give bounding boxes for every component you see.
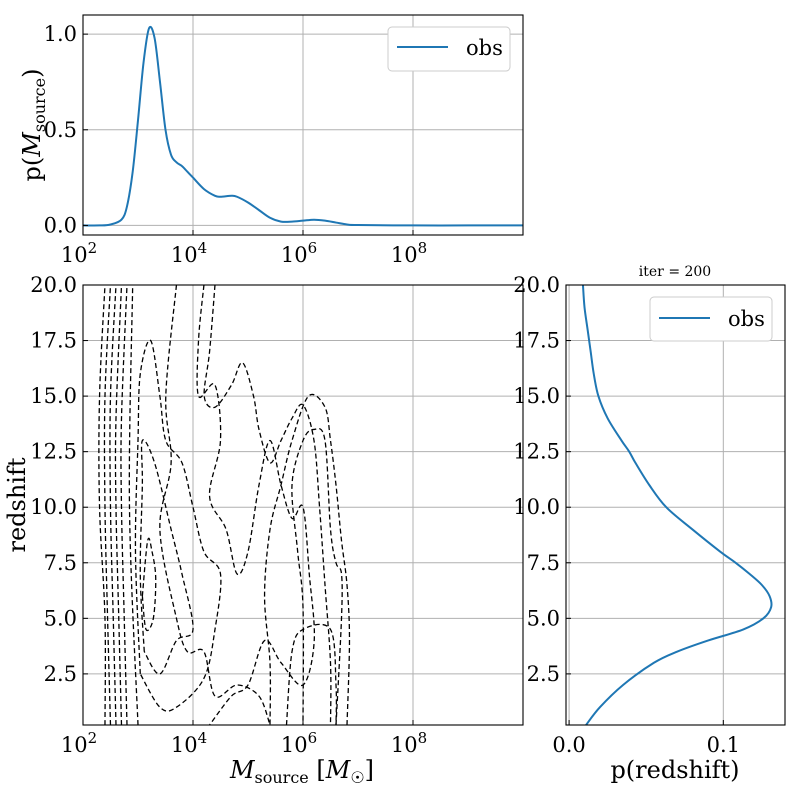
mass-marginal-ytick-label: 0.5	[44, 118, 77, 142]
redshift-marginal-ytick-label: 15.0	[513, 384, 560, 408]
redshift-marginal-legend-box	[649, 296, 773, 342]
joint-contour-xtick-label: 108	[391, 729, 427, 757]
mass-marginal-legend: obs	[387, 26, 511, 72]
mass-marginal-ytick-label: 1.0	[44, 22, 77, 46]
joint-contour-ticks: 102 104 106 108 2.5 5.0 7.5 10.0 12.5 15.0 17.5 20.…	[30, 273, 427, 757]
joint-contour-ytick-label: 2.5	[44, 662, 77, 686]
mass-marginal-ylabel: p(Msource)	[18, 69, 49, 182]
joint-contour-ytick-label: 5.0	[44, 606, 77, 630]
joint-contour-lines	[98, 284, 351, 726]
mass-marginal-ticks: 102 104 106 108 0.0 0.5 1.0	[44, 22, 428, 267]
redshift-marginal-ytick-label: 20.0	[513, 273, 560, 297]
redshift-marginal-title: iter = 200	[639, 264, 711, 280]
joint-contour-xtick-label: 102	[61, 729, 97, 757]
contour-line	[291, 427, 343, 726]
redshift-marginal-legend: obs	[649, 296, 773, 342]
redshift-marginal-ytick-label: 17.5	[513, 329, 560, 353]
contour-line	[109, 284, 117, 726]
redshift-marginal-obs-line	[581, 284, 773, 726]
contour-line	[203, 284, 332, 726]
redshift-marginal-xtick-label: 0.1	[707, 733, 740, 757]
joint-contour-ytick-label: 20.0	[30, 273, 77, 297]
redshift-marginal-panel: 0.0 0.1 2.5 5.0 7.5 10.0 12.5 15.0 17.5 20.0 iter…	[513, 264, 786, 784]
mass-marginal-xtick-label: 106	[281, 239, 317, 267]
joint-contour-xtick-label: 106	[281, 729, 317, 757]
redshift-marginal-ytick-label: 12.5	[513, 440, 560, 464]
mass-marginal-legend-box	[387, 26, 511, 72]
joint-contour-grid	[82, 284, 523, 725]
contour-line	[141, 537, 157, 632]
joint-contour-ylabel: redshift	[3, 457, 31, 552]
redshift-marginal-frame	[565, 284, 786, 726]
contour-line	[114, 284, 123, 726]
contour-line	[120, 284, 128, 726]
contour-line	[285, 623, 338, 726]
contour-line	[98, 284, 107, 726]
joint-contour-panel: 102 104 106 108 2.5 5.0 7.5 10.0 12.5 15.0 17.5 20.…	[3, 273, 524, 787]
mass-marginal-obs-line	[82, 25, 523, 227]
joint-contour-xtick-label: 104	[171, 729, 207, 757]
contour-line	[263, 393, 351, 726]
joint-contour-ytick-label: 7.5	[44, 551, 77, 575]
redshift-marginal-ytick-label: 5.0	[527, 606, 560, 630]
redshift-marginal-legend-label: obs	[728, 307, 765, 331]
redshift-marginal-xtick-label: 0.0	[552, 733, 585, 757]
redshift-marginal-ticks: 0.0 0.1 2.5 5.0 7.5 10.0 12.5 15.0 17.5 20.0	[513, 273, 740, 757]
contour-line	[134, 339, 222, 712]
contour-line	[128, 284, 139, 726]
joint-contour-ytick-label: 10.0	[30, 495, 77, 519]
contour-line	[196, 284, 316, 726]
redshift-marginal-grid	[566, 284, 785, 725]
redshift-marginal-ytick-label: 10.0	[513, 495, 560, 519]
mass-marginal-xtick-label: 104	[171, 239, 207, 267]
mass-marginal-legend-label: obs	[466, 36, 503, 60]
redshift-marginal-ytick-label: 7.5	[527, 551, 560, 575]
mass-marginal-xtick-label: 102	[61, 239, 97, 267]
mass-marginal-xtick-label: 108	[391, 239, 427, 267]
redshift-marginal-xlabel: p(redshift)	[610, 756, 739, 784]
redshift-marginal-ytick-label: 2.5	[527, 662, 560, 686]
contour-line	[139, 439, 194, 675]
mass-marginal-panel: 102 104 106 108 0.0 0.5 1.0 p(Msource) obs	[18, 14, 524, 267]
joint-contour-ytick-label: 15.0	[30, 384, 77, 408]
contour-line	[159, 284, 271, 726]
joint-contour-ytick-label: 12.5	[30, 440, 77, 464]
contour-line	[103, 284, 112, 726]
joint-contour-xlabel: Msource [M☉]	[229, 756, 374, 787]
mass-marginal-ytick-label: 0.0	[44, 213, 77, 237]
joint-contour-ytick-label: 17.5	[30, 329, 77, 353]
